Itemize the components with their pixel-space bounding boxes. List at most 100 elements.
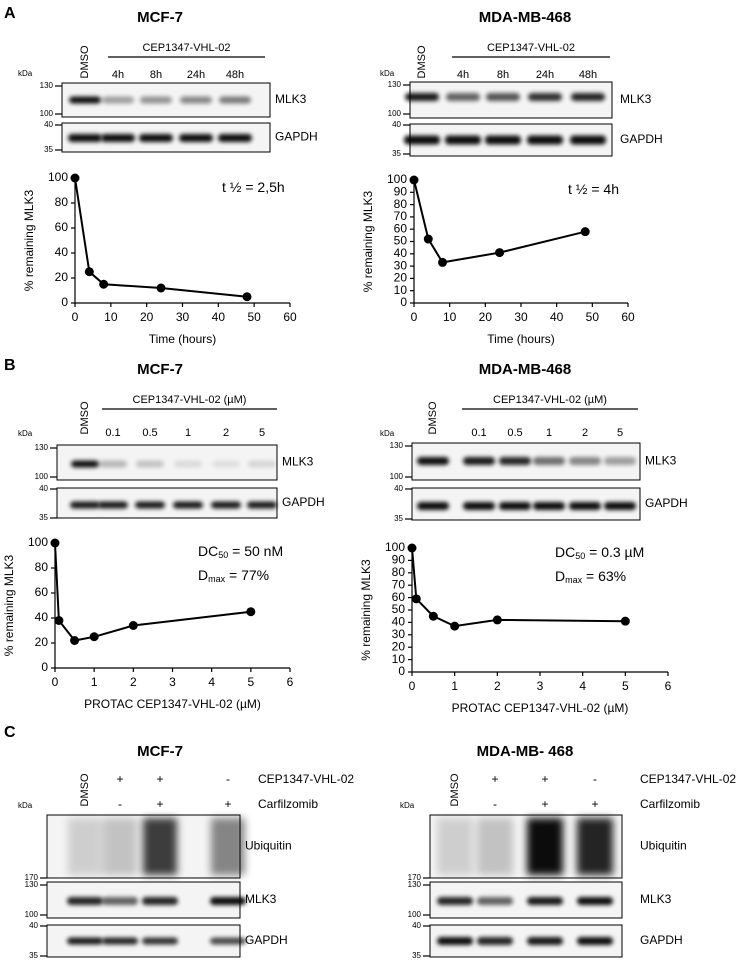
blot-band bbox=[219, 96, 251, 104]
blot-smear bbox=[68, 818, 102, 875]
mw-marker: 40 bbox=[392, 120, 401, 129]
blot-smear bbox=[527, 818, 563, 875]
x-tick-label: 0 bbox=[52, 675, 59, 689]
blot-band bbox=[528, 93, 562, 101]
treatment-sign: - bbox=[593, 772, 597, 786]
lane-label: 8h bbox=[150, 69, 162, 81]
blot-band bbox=[173, 501, 203, 509]
blot-label: Ubiquitin bbox=[640, 839, 687, 853]
annotation-text: t ½ = 4h bbox=[568, 181, 619, 197]
y-tick-label: 10 bbox=[394, 283, 408, 297]
blot-band bbox=[248, 460, 276, 468]
y-tick-label: 60 bbox=[35, 585, 49, 599]
panel-letter: C bbox=[4, 724, 16, 741]
mw-marker: 130 bbox=[35, 443, 49, 452]
x-tick-label: 60 bbox=[621, 310, 635, 324]
lane-label: 0.1 bbox=[105, 427, 120, 439]
lane-label: 48h bbox=[579, 69, 597, 81]
data-point bbox=[411, 594, 421, 604]
annotation-text: D bbox=[555, 568, 565, 584]
y-tick-label: 40 bbox=[392, 615, 406, 629]
blot-band bbox=[527, 937, 563, 945]
mw-marker: 130 bbox=[40, 81, 54, 90]
x-tick-label: 6 bbox=[665, 679, 672, 693]
data-point bbox=[495, 248, 505, 258]
blot-smear bbox=[477, 818, 513, 875]
data-point bbox=[423, 234, 433, 244]
blot-band bbox=[142, 937, 178, 945]
blot-label: GAPDH bbox=[620, 132, 663, 146]
x-tick-label: 20 bbox=[479, 310, 493, 324]
blot-band bbox=[101, 134, 135, 142]
lane-label: DMSO bbox=[416, 45, 428, 78]
x-axis-label: PROTAC CEP1347-VHL-02 (µM) bbox=[452, 701, 629, 715]
blot-smear bbox=[143, 818, 177, 875]
y-tick-label: 0 bbox=[61, 295, 68, 309]
blot-band bbox=[445, 135, 481, 145]
annotation-subscript: 50 bbox=[218, 550, 228, 560]
mw-marker: 130 bbox=[390, 441, 404, 450]
lane-label: 2 bbox=[582, 427, 588, 439]
blot-band bbox=[179, 134, 213, 142]
blot-label: MLK3 bbox=[640, 892, 672, 906]
blot-band bbox=[477, 897, 513, 905]
blot-label: MLK3 bbox=[645, 454, 677, 468]
blot-band bbox=[142, 897, 178, 905]
data-point bbox=[428, 611, 438, 621]
annotation-text: = 0.3 µM bbox=[585, 544, 644, 560]
mw-marker: 40 bbox=[29, 921, 38, 930]
data-point bbox=[156, 283, 166, 293]
x-tick-label: 50 bbox=[586, 310, 600, 324]
blot-smear bbox=[437, 818, 473, 875]
data-point bbox=[580, 227, 590, 237]
lane-label: 8h bbox=[497, 69, 509, 81]
data-point bbox=[438, 257, 448, 267]
lane-header: CEP1347-VHL-02 (µM) bbox=[493, 394, 607, 406]
mw-marker: 40 bbox=[412, 921, 421, 930]
lane-label: 48h bbox=[226, 69, 244, 81]
mw-marker: 130 bbox=[388, 80, 402, 89]
annotation: DC50 = 50 nM bbox=[198, 543, 283, 561]
data-point bbox=[70, 636, 80, 645]
blot-frame bbox=[56, 487, 278, 519]
y-axis-label: % remaining MLK3 bbox=[2, 554, 16, 656]
blot-band bbox=[499, 502, 531, 510]
panel-title: MDA-MB- 468 bbox=[477, 743, 574, 760]
lane-label: 1 bbox=[185, 427, 191, 439]
lane-label: 2 bbox=[223, 427, 229, 439]
blot-band bbox=[69, 96, 101, 104]
blot-band bbox=[577, 937, 613, 945]
lane-label: 0.1 bbox=[471, 427, 486, 439]
panel-title: MCF-7 bbox=[137, 743, 183, 760]
lane-label: 4h bbox=[457, 69, 469, 81]
mw-marker: 35 bbox=[29, 951, 38, 960]
annotation: t ½ = 4h bbox=[568, 181, 619, 197]
data-point bbox=[407, 543, 417, 553]
blot-band bbox=[499, 457, 531, 465]
panel-title: MCF-7 bbox=[137, 9, 183, 26]
y-tick-label: 80 bbox=[35, 560, 49, 574]
y-tick-label: 70 bbox=[392, 577, 406, 591]
y-axis-label: % remaining MLK3 bbox=[361, 190, 375, 292]
lane-label: DMSO bbox=[79, 45, 91, 78]
y-tick-label: 100 bbox=[385, 540, 405, 554]
blot-band bbox=[102, 897, 138, 905]
lane-label: 24h bbox=[187, 69, 205, 81]
treatment-sign: + bbox=[541, 797, 548, 811]
data-point bbox=[620, 616, 630, 626]
mw-marker: 40 bbox=[44, 120, 53, 129]
annotation-text: = 50 nM bbox=[228, 543, 283, 559]
mw-marker: 100 bbox=[35, 472, 49, 481]
y-tick-label: 40 bbox=[35, 610, 49, 624]
annotation-text: = 63% bbox=[582, 568, 626, 584]
blot-band bbox=[463, 502, 495, 510]
lane-label: DMSO bbox=[427, 401, 439, 434]
treatment-label: CEP1347-VHL-02 bbox=[258, 772, 354, 786]
data-point bbox=[54, 616, 64, 625]
y-tick-label: 100 bbox=[28, 535, 48, 549]
blot-band bbox=[437, 897, 473, 905]
lane-label: 4h bbox=[112, 69, 124, 81]
blot-band bbox=[102, 937, 138, 945]
treatment-sign: - bbox=[226, 772, 230, 786]
y-tick-label: 80 bbox=[394, 197, 408, 211]
